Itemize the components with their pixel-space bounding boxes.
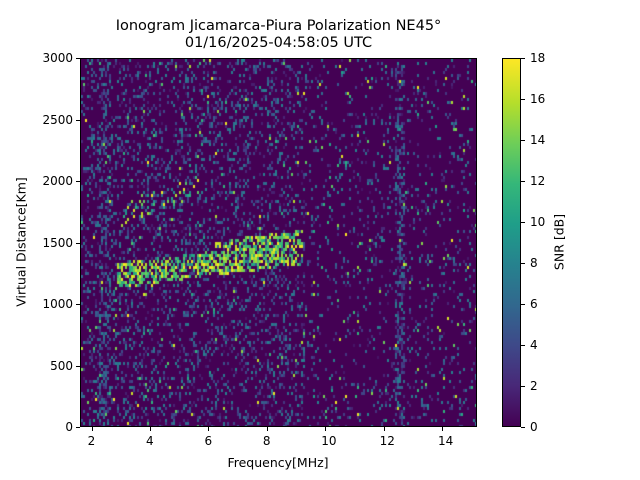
- x-tick-label: 4: [146, 434, 154, 448]
- x-tick-mark: [92, 427, 93, 431]
- y-tick-label: 2500: [42, 112, 73, 127]
- colorbar-tick-label: 0: [530, 420, 538, 434]
- y-tick-label: 2000: [42, 174, 73, 188]
- colorbar-tick-mark: [521, 222, 525, 223]
- x-tick-label: 14: [437, 434, 454, 448]
- y-axis-label: Virtual Distance[Km]: [13, 177, 29, 307]
- ionogram-plot-area: [80, 58, 477, 427]
- colorbar-tick-mark: [521, 181, 525, 182]
- colorbar-tick-label: 18: [530, 51, 546, 65]
- y-tick-mark: [76, 366, 80, 367]
- x-tick-mark: [384, 427, 385, 431]
- y-tick-mark: [76, 304, 80, 305]
- x-axis-label: Frequency[MHz]: [227, 455, 329, 470]
- y-tick-label: 0: [65, 420, 73, 434]
- x-tick-mark: [442, 427, 443, 431]
- colorbar-tick-label: 6: [530, 297, 538, 311]
- colorbar-tick-mark: [521, 58, 525, 59]
- x-tick-label: 10: [321, 434, 337, 448]
- x-tick-label: 6: [204, 434, 213, 448]
- x-tick-mark: [208, 427, 209, 431]
- colorbar-tick-label: 8: [530, 256, 538, 270]
- x-tick-label: 12: [379, 434, 395, 448]
- colorbar-label: SNR [dB]: [551, 213, 567, 271]
- y-tick-label: 500: [50, 358, 73, 373]
- colorbar-tick-mark: [521, 304, 525, 305]
- y-tick-label: 3000: [42, 51, 73, 65]
- y-tick-label: 1500: [42, 235, 73, 250]
- x-tick-mark: [150, 427, 151, 431]
- colorbar-tick-mark: [521, 99, 525, 100]
- colorbar-tick-label: 16: [530, 92, 546, 106]
- colorbar-tick-mark: [521, 345, 525, 346]
- y-tick-mark: [76, 427, 80, 428]
- colorbar-tick-label: 10: [530, 215, 546, 229]
- colorbar: [502, 58, 521, 427]
- y-tick-label: 1000: [42, 297, 73, 311]
- colorbar-tick-mark: [521, 140, 525, 141]
- y-tick-mark: [76, 181, 80, 182]
- y-tick-mark: [76, 120, 80, 121]
- x-tick-mark: [325, 427, 326, 431]
- colorbar-tick-label: 2: [530, 379, 538, 393]
- chart-subtitle: 01/16/2025-04:58:05 UTC: [184, 35, 373, 51]
- colorbar-tick-label: 4: [530, 338, 538, 352]
- x-tick-label: 8: [262, 434, 271, 448]
- colorbar-tick-mark: [521, 386, 525, 387]
- colorbar-tick-label: 14: [530, 133, 546, 147]
- colorbar-tick-mark: [521, 263, 525, 264]
- x-tick-label: 2: [87, 434, 96, 448]
- heatmap-canvas: [81, 59, 476, 426]
- y-tick-mark: [76, 58, 80, 59]
- colorbar-tick-mark: [521, 427, 525, 428]
- x-tick-mark: [267, 427, 268, 431]
- chart-title: Ionogram Jicamarca-Piura Polarization NE…: [115, 18, 442, 34]
- colorbar-tick-label: 12: [530, 174, 546, 188]
- y-tick-mark: [76, 243, 80, 244]
